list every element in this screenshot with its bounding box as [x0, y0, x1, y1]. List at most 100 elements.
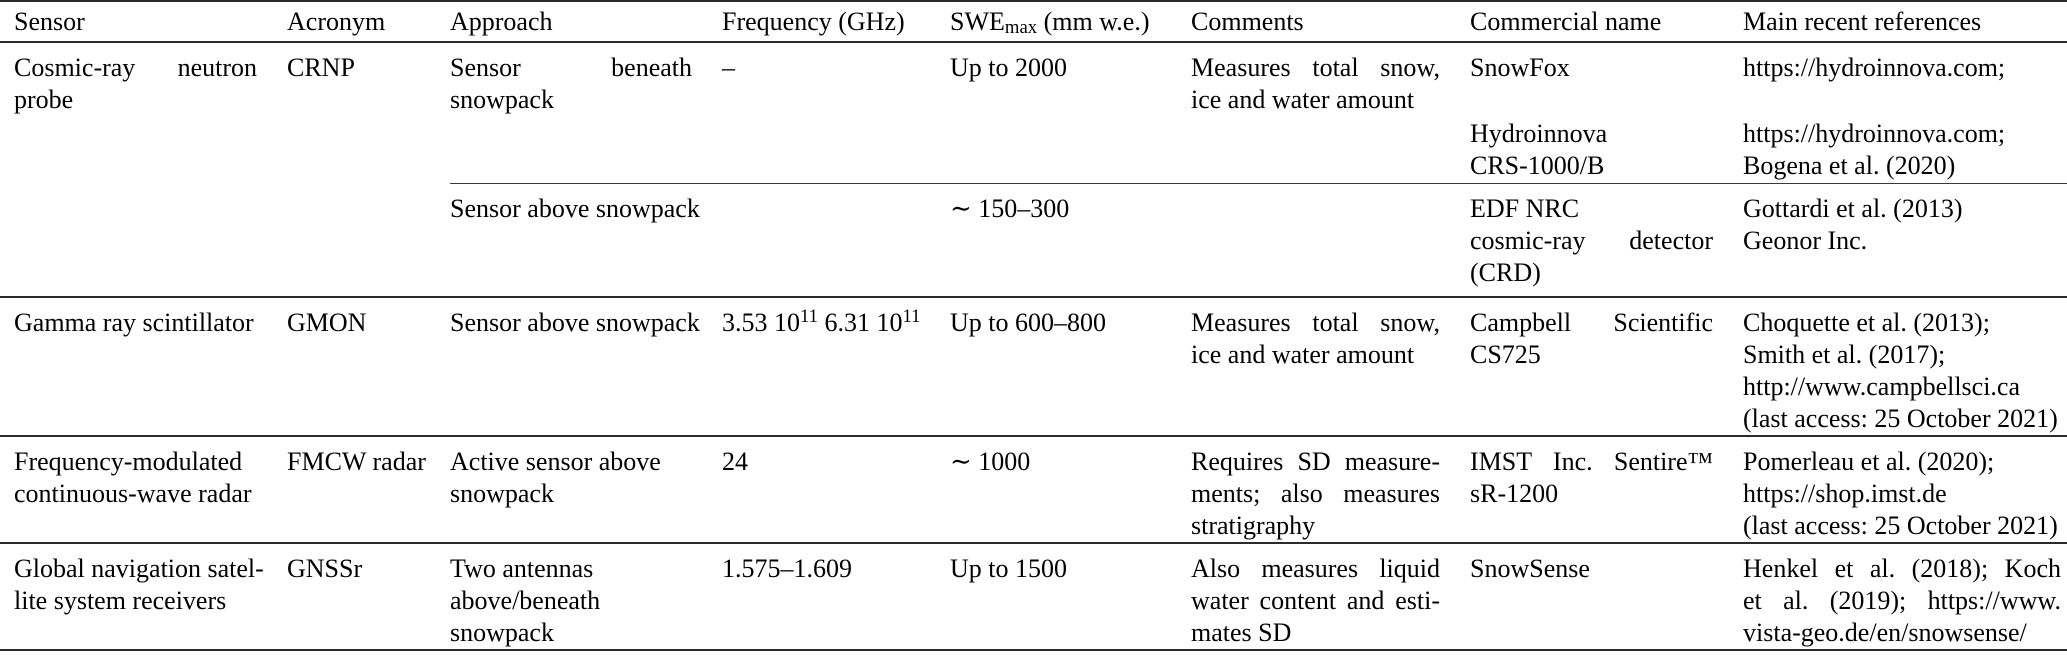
- text-line: https://hydroinnova.com;: [1743, 53, 2006, 82]
- cell-swe_max: Up to 2000: [950, 43, 1191, 183]
- text-line: water content and esti-: [1191, 586, 1440, 615]
- text-line: Gamma ray scintillator: [14, 308, 254, 337]
- cell-commercial: Campbell Scientific CS725: [1470, 298, 1743, 435]
- cell-references: https://hydroinnova.com; https://hydroinn…: [1743, 43, 2067, 183]
- text-line: GNSSr: [287, 554, 363, 583]
- cell-comments: Measures total snow, ice and water amount: [1191, 43, 1470, 183]
- text-line: Henkel et al. (2018); Koch: [1743, 554, 2061, 583]
- cell-sensor: Frequency-modulated continuous-wave radar: [14, 437, 287, 542]
- text-line: FMCW radar: [287, 447, 426, 476]
- cell-references: Choquette et al. (2013); Smith et al. (20…: [1743, 298, 2067, 435]
- col-header-references: Main recent references: [1743, 6, 1982, 36]
- col-header-commercial: Commercial name: [1470, 6, 1662, 36]
- text-line: 3.53 1011 6.31 1011: [722, 305, 921, 337]
- cell-swe_max: Up to 600–800: [950, 298, 1191, 435]
- cell-acronym: CRNP: [287, 43, 450, 296]
- text-line: above/beneath: [450, 586, 601, 615]
- cell-swe_max: ∼ 150–300: [950, 183, 1191, 296]
- text-line: Choquette et al. (2013);: [1743, 308, 1990, 337]
- text-line: Also measures liquid: [1191, 554, 1440, 583]
- cell-commercial: EDF NRC cosmic-ray detector (CRD): [1470, 183, 1743, 296]
- col-header-sensor: Sensor: [14, 6, 85, 36]
- cell-frequency: 3.53 1011 6.31 1011: [722, 298, 950, 435]
- cell-acronym: GMON: [287, 298, 450, 435]
- cell-comments: Also measures liquid water content and es…: [1191, 544, 1470, 649]
- text-line: Two antennas: [450, 554, 594, 583]
- cell-frequency: –: [722, 43, 950, 183]
- text-line: Pomerleau et al. (2020);: [1743, 447, 1995, 476]
- text-line: Cosmic-ray neutron: [14, 53, 257, 82]
- text-line: Campbell Scientific: [1470, 308, 1713, 337]
- text-line: Active sensor above: [450, 447, 661, 476]
- text-line: http://www.campbellsci.ca: [1743, 372, 2021, 401]
- text-line: CRS-1000/B: [1470, 151, 1605, 180]
- text-line: ice and water amount: [1191, 85, 1415, 114]
- cell-swe_max: Up to 1500: [950, 544, 1191, 649]
- cell-sensor: Gamma ray scintillator: [14, 298, 287, 435]
- table-row-fmcw-radar: Frequency-modulated continuous-wave radar…: [0, 437, 2067, 544]
- text-line: continuous-wave radar: [14, 479, 252, 508]
- cell-approach: Two antennas above/beneath snowpack: [450, 544, 722, 649]
- text-line: Hydroinnova: [1470, 119, 1608, 148]
- text-line: stratigraphy: [1191, 511, 1316, 540]
- text-line: Smith et al. (2017);: [1743, 340, 1946, 369]
- cell-comments: Measures total snow, ice and water amount: [1191, 298, 1470, 435]
- text-line: Requires SD measure-: [1191, 447, 1440, 476]
- table-row-gnssr: Global navigation satel-lite system rece…: [0, 544, 2067, 651]
- cell-entry: SnowFox: [1470, 52, 1713, 84]
- text-line: CS725: [1470, 340, 1541, 369]
- text-line: IMST Inc. Sentire™: [1470, 447, 1713, 476]
- text-line: Measures total snow,: [1191, 308, 1440, 337]
- text-line: Frequency-modulated: [14, 447, 243, 476]
- text-line: lite system receivers: [14, 586, 227, 615]
- text-line: Global navigation satel-: [14, 554, 264, 583]
- col-header-comments: Comments: [1191, 6, 1304, 36]
- col-header-swe_max: SWEmax (mm w.e.): [950, 6, 1150, 39]
- cell-frequency: 24: [722, 437, 950, 542]
- cell-approach: Sensor above snowpack: [450, 298, 722, 435]
- cell-acronym: FMCW radar: [287, 437, 450, 542]
- cell-references: Gottardi et al. (2013) Geonor Inc.: [1743, 183, 2067, 296]
- text-line: Bogena et al. (2020): [1743, 151, 1956, 180]
- text-line: Sensor beneath: [450, 53, 692, 82]
- text-line: Up to 600–800: [950, 308, 1106, 337]
- cell-frequency: [722, 183, 950, 296]
- table-header-row: Sensor Acronym Approach Frequency (GHz) SWEm…: [0, 2, 2067, 43]
- text-line: GMON: [287, 308, 367, 337]
- cell-references: Pomerleau et al. (2020); https://shop.ims…: [1743, 437, 2067, 542]
- cell-approach: Sensor above snowpack: [450, 183, 722, 296]
- table-body: Cosmic-ray neutron probe CRNP Sensor beneat…: [0, 43, 2067, 651]
- col-header-acronym: Acronym: [287, 6, 386, 36]
- text-line: SnowFox: [1470, 53, 1570, 82]
- cell-comments: Requires SD measure-ments; also measures…: [1191, 437, 1470, 542]
- text-line: Sensor above snowpack: [450, 308, 700, 337]
- text-line: Measures total snow,: [1191, 53, 1440, 82]
- text-line: ∼ 1000: [950, 447, 1031, 476]
- cell-commercial: SnowSense: [1470, 544, 1743, 649]
- text-line: Gottardi et al. (2013): [1743, 194, 1963, 223]
- text-line: snowpack: [450, 479, 554, 508]
- text-line: sR-1200: [1470, 479, 1559, 508]
- cell-entry: https://hydroinnova.com; Bogena et al. (2…: [1743, 118, 2061, 182]
- text-line: (last access: 25 October 2021): [1743, 511, 2058, 540]
- text-line: probe: [14, 85, 74, 114]
- text-line: ∼ 150–300: [950, 194, 1070, 223]
- cell-entry: https://hydroinnova.com;: [1743, 52, 2061, 84]
- text-line: 1.575–1.609: [722, 554, 852, 583]
- text-line: EDF NRC: [1470, 194, 1580, 223]
- text-line: https://hydroinnova.com;: [1743, 119, 2006, 148]
- text-line: (CRD): [1470, 258, 1541, 287]
- cell-sensor: Global navigation satel-lite system rece…: [14, 544, 287, 649]
- text-line: 24: [722, 447, 748, 476]
- text-line: snowpack: [450, 618, 554, 647]
- text-line: snowpack: [450, 85, 554, 114]
- cell-sensor: Cosmic-ray neutron probe: [14, 43, 287, 296]
- text-line: Sensor above snowpack: [450, 194, 700, 223]
- cell-entry: Hydroinnova CRS-1000/B: [1470, 118, 1713, 182]
- cell-approach: Sensor beneath snowpack: [450, 43, 722, 183]
- text-line: ments; also measures: [1191, 479, 1440, 508]
- col-header-frequency: Frequency (GHz): [722, 6, 905, 36]
- text-line: –: [722, 53, 735, 82]
- cell-commercial: SnowFox Hydroinnova CRS-1000/B: [1470, 43, 1743, 183]
